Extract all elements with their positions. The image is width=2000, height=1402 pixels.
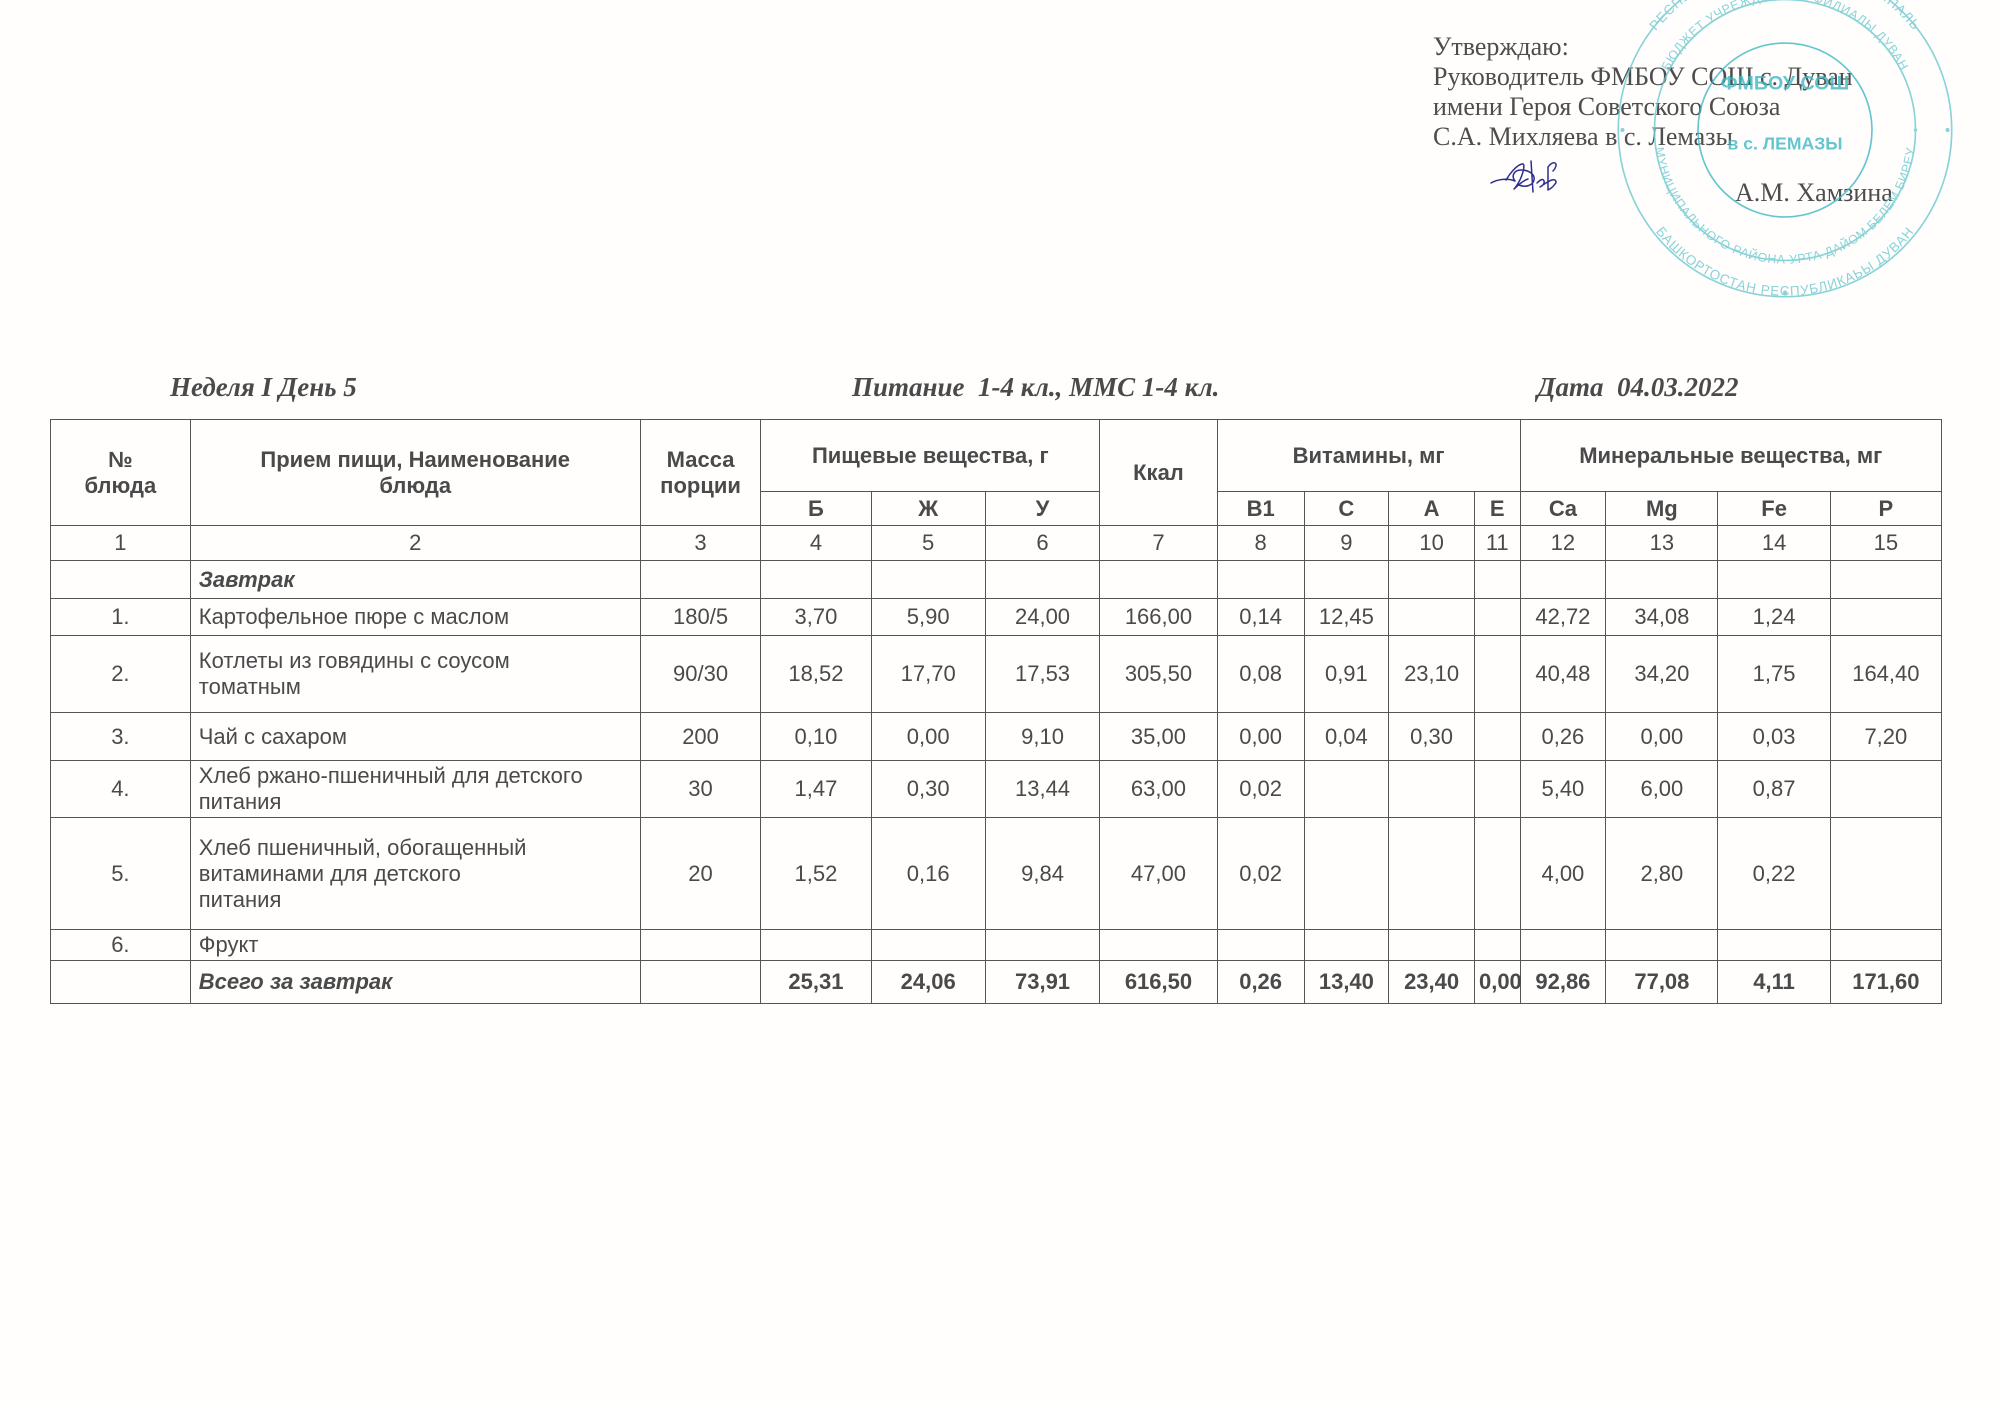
svg-text:МУНИЦИПАЛЬНОГО РАЙОНА УРТА ДАЙ: МУНИЦИПАЛЬНОГО РАЙОНА УРТА ДАЙОМ БЕЛЕМ Б… bbox=[1652, 146, 1917, 266]
svg-text:БЮДЖЕТ УЧРЕЖДЕНИЕМ ФИЛИАЛЫ ДУВ: БЮДЖЕТ УЧРЕЖДЕНИЕМ ФИЛИАЛЫ ДУВАН bbox=[1659, 0, 1912, 73]
svg-text:ФМБОУ СОШ: ФМБОУ СОШ bbox=[1721, 73, 1850, 95]
svg-text:в с. ЛЕМАЗЫ: в с. ЛЕМАЗЫ bbox=[1728, 134, 1843, 154]
